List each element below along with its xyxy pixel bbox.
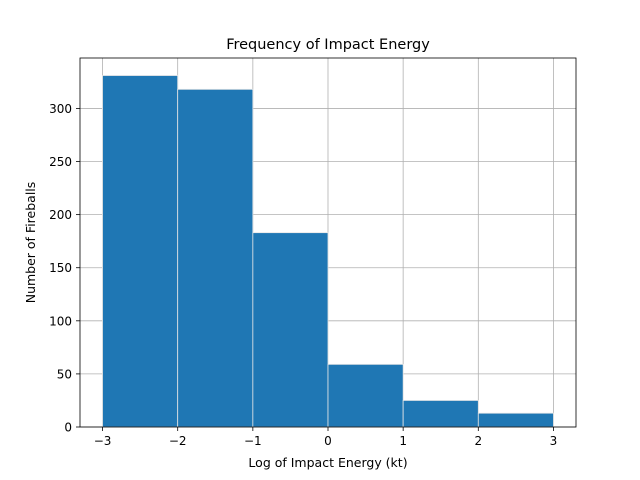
histogram-bar — [102, 75, 179, 428]
x-tick-label: 2 — [474, 434, 482, 448]
x-tick-label: −2 — [169, 434, 187, 448]
x-tick-label: 3 — [550, 434, 558, 448]
y-tick-label: 0 — [64, 421, 72, 435]
y-tick-label: 300 — [49, 102, 72, 116]
histogram-bar — [327, 363, 404, 428]
y-tick-label: 250 — [49, 155, 72, 169]
bars — [102, 75, 554, 428]
histogram-bar — [477, 412, 554, 428]
y-tick-label: 150 — [49, 261, 72, 275]
y-tick-label: 50 — [57, 367, 72, 381]
x-axis-ticks: −3 −2 −1 0 1 2 3 — [94, 427, 558, 448]
y-axis-ticks: 0 50 100 150 200 250 300 — [49, 102, 80, 435]
y-axis-label: Number of Fireballs — [23, 182, 38, 304]
chart-title: Frequency of Impact Energy — [226, 37, 430, 53]
x-tick-label: 1 — [399, 434, 407, 448]
histogram-bar — [402, 400, 479, 428]
x-axis-label: Log of Impact Energy (kt) — [248, 455, 407, 470]
x-tick-label: 0 — [324, 434, 332, 448]
x-tick-label: −3 — [94, 434, 112, 448]
histogram-bar — [252, 232, 329, 428]
x-tick-label: −1 — [244, 434, 262, 448]
y-tick-label: 100 — [49, 314, 72, 328]
y-tick-label: 200 — [49, 208, 72, 222]
histogram-bar — [177, 88, 254, 428]
